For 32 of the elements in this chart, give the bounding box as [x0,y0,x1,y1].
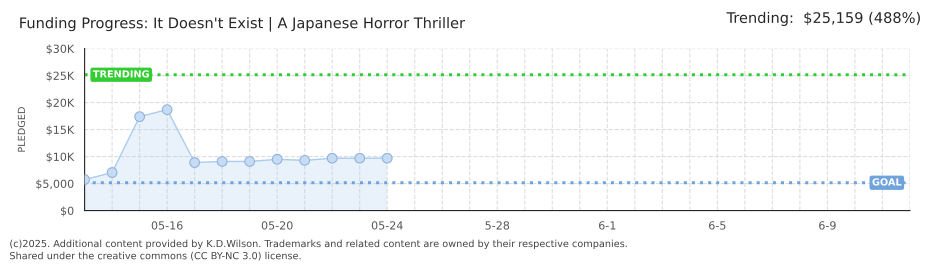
point [354,152,366,164]
y-axis-title: PLEDGED [18,107,26,152]
point [272,154,283,165]
ref-line-label: GOAL [872,178,902,186]
ref-line-label: TRENDING [92,70,149,78]
text: Shared under the creative commons (CC BY-NC 3.0) license. [10,252,301,260]
y-tick-label: $0 [60,206,74,216]
x-tick-label: 6-9 [819,221,836,230]
chart-title: Funding Progress: It Doesn't Exist | A Japanese Horror Thriller [20,17,466,32]
text: (c)2025. Additional content provided by K.D.Wilson. Trademarks and related content are owned by their respective companies. [10,240,627,250]
point [189,157,200,168]
y-tick-label: $20K [46,98,74,108]
point [106,167,118,178]
y-tick-label: $25K [46,71,74,82]
point [216,156,228,167]
point [382,152,393,164]
x-tick-label: 5-28 [486,221,510,230]
y-tick-label: $5,000 [36,179,74,190]
y-tick-label: $15K [46,125,74,136]
x-tick-label: 6-5 [709,221,726,230]
x-tick-label: 05-16 [152,221,183,230]
x-tick-label: 05-24 [372,221,403,230]
point [162,104,173,115]
chart-subtitle: Trending: $25,159 (488%) [726,12,920,26]
point [244,156,256,167]
y-tick-label: $30K [46,44,74,54]
point [326,152,338,164]
x-tick-label: 05-20 [262,221,293,230]
point [299,155,310,166]
point [134,111,145,122]
x-tick-label: 6-1 [599,221,616,230]
y-tick-label: $10K [46,152,74,162]
